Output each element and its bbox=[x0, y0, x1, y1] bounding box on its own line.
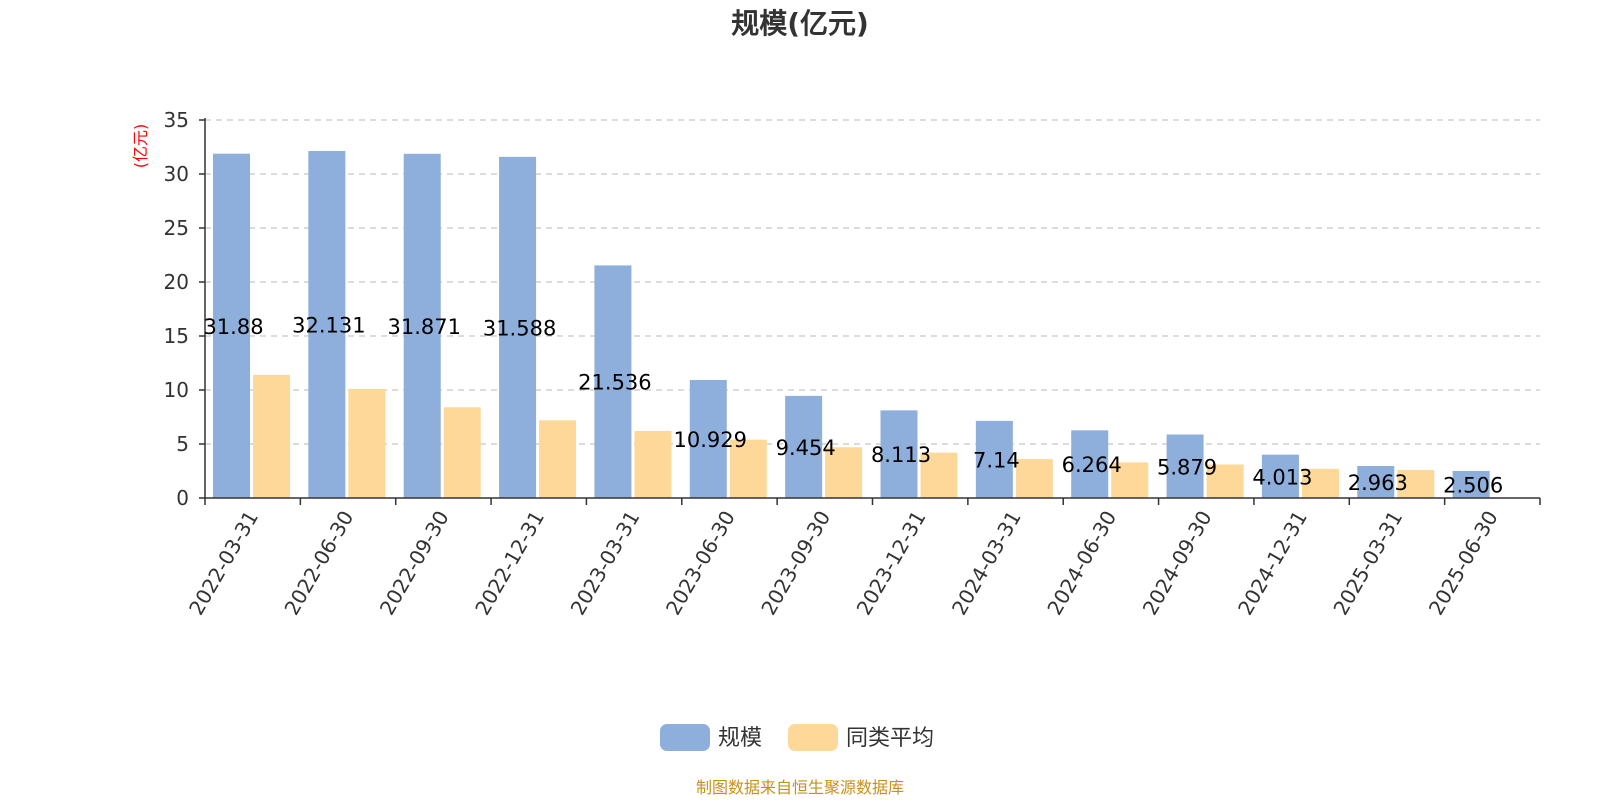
x-tick-label: 2025-03-31 bbox=[1328, 507, 1407, 620]
bar-peer-average[interactable] bbox=[1015, 459, 1053, 498]
y-tick-label: 20 bbox=[164, 270, 189, 294]
bar-scale[interactable] bbox=[1357, 465, 1395, 498]
data-label: 2.506 bbox=[1443, 473, 1503, 497]
bar-peer-average[interactable] bbox=[1301, 468, 1339, 498]
data-label: 6.264 bbox=[1062, 453, 1122, 477]
source-note: 制图数据来自恒生聚源数据库 bbox=[696, 778, 904, 797]
axes: 0 5 10 15 20 25 30 35 2022-03-31 2022-06-30 2022-0… bbox=[164, 108, 1541, 620]
x-tick-label: 2025-06-30 bbox=[1424, 507, 1503, 620]
bar-scale[interactable] bbox=[1452, 470, 1490, 498]
x-tick-label: 2024-03-31 bbox=[947, 507, 1026, 620]
bar-scale[interactable] bbox=[785, 395, 823, 498]
bar-scale[interactable] bbox=[1071, 430, 1109, 498]
x-tick-label: 2022-12-31 bbox=[470, 507, 549, 620]
legend-label-scale[interactable]: 规模 bbox=[718, 726, 762, 751]
bar-scale[interactable] bbox=[975, 420, 1013, 498]
bar-peer-average[interactable] bbox=[634, 431, 672, 498]
bar-peer-average[interactable] bbox=[443, 407, 481, 498]
bar-scale[interactable] bbox=[880, 410, 918, 498]
data-label: 32.131 bbox=[292, 313, 365, 337]
x-tick-label: 2024-12-31 bbox=[1233, 507, 1312, 620]
data-label: 10.929 bbox=[674, 428, 747, 452]
bar-peer-average[interactable] bbox=[539, 420, 577, 498]
bar-scale[interactable] bbox=[213, 153, 250, 499]
x-tick-label: 2023-03-31 bbox=[566, 507, 645, 620]
data-labels: 31.88 32.131 31.871 31.588 21.536 10.929 9.454… bbox=[203, 313, 1503, 497]
legend: 规模 同类平均 bbox=[660, 724, 934, 751]
bar-scale[interactable] bbox=[1166, 434, 1204, 498]
legend-label-peer-average[interactable]: 同类平均 bbox=[846, 726, 934, 751]
y-tick-label: 5 bbox=[176, 432, 189, 456]
data-label: 31.871 bbox=[387, 315, 460, 339]
y-tick-label: 15 bbox=[164, 324, 189, 348]
bar-scale[interactable] bbox=[403, 153, 441, 498]
bar-peer-average[interactable] bbox=[920, 452, 958, 498]
legend-swatch-scale[interactable] bbox=[660, 724, 710, 751]
data-label: 31.588 bbox=[483, 316, 556, 340]
data-label: 21.536 bbox=[578, 371, 651, 395]
data-label: 8.113 bbox=[871, 443, 931, 467]
bar-scale[interactable] bbox=[308, 150, 346, 498]
bar-peer-average[interactable] bbox=[729, 439, 767, 498]
x-tick-label: 2022-03-31 bbox=[184, 507, 263, 620]
bar-scale[interactable] bbox=[689, 379, 727, 498]
bars bbox=[213, 150, 1490, 499]
x-tick-label: 2022-06-30 bbox=[279, 507, 358, 620]
bar-scale[interactable] bbox=[499, 156, 537, 498]
y-axis-label: (亿元) bbox=[131, 124, 150, 169]
y-tick-label: 0 bbox=[176, 486, 189, 510]
y-tick-label: 25 bbox=[164, 216, 189, 240]
bar-peer-average[interactable] bbox=[825, 447, 863, 498]
y-tick-label: 30 bbox=[164, 162, 189, 186]
data-label: 2.963 bbox=[1348, 471, 1408, 495]
y-tick-label: 35 bbox=[164, 108, 189, 132]
x-tick-label: 2022-09-30 bbox=[375, 507, 454, 620]
data-label: 9.454 bbox=[776, 436, 836, 460]
legend-swatch-peer-average[interactable] bbox=[788, 724, 838, 751]
bar-peer-average[interactable] bbox=[1397, 469, 1435, 498]
x-tick-label: 2023-12-31 bbox=[852, 507, 931, 620]
bar-scale[interactable] bbox=[1261, 454, 1299, 498]
bar-peer-average[interactable] bbox=[348, 388, 386, 498]
x-tick-label: 2024-06-30 bbox=[1042, 507, 1121, 620]
x-tick-label: 2024-09-30 bbox=[1138, 507, 1217, 620]
x-tick-label: 2023-06-30 bbox=[661, 507, 740, 620]
bar-peer-average[interactable] bbox=[1111, 462, 1149, 498]
data-label: 7.14 bbox=[973, 448, 1020, 472]
y-tick-label: 10 bbox=[164, 378, 189, 402]
data-label: 4.013 bbox=[1252, 465, 1312, 489]
bar-peer-average[interactable] bbox=[253, 374, 290, 498]
data-label: 5.879 bbox=[1157, 455, 1217, 479]
x-tick-label: 2023-09-30 bbox=[756, 507, 835, 620]
bar-peer-average[interactable] bbox=[1206, 464, 1244, 498]
chart-title: 规模(亿元) bbox=[731, 7, 869, 40]
data-label: 31.88 bbox=[203, 315, 263, 339]
bar-scale[interactable] bbox=[594, 265, 632, 498]
